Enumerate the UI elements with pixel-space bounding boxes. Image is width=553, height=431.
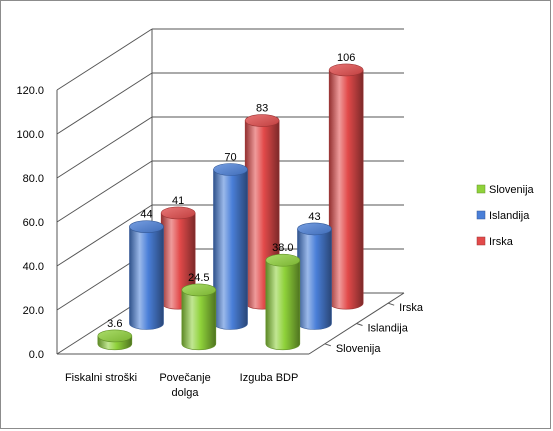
legend-swatch — [476, 236, 486, 246]
gridline-side — [56, 116, 153, 179]
y-tick-label: 20.0 — [23, 305, 44, 317]
data-label: 83 — [256, 103, 268, 115]
cylinder-top — [160, 206, 196, 220]
depth-tick — [324, 343, 331, 347]
depth-label: Islandija — [368, 323, 409, 335]
legend-label: Irska — [489, 236, 514, 248]
category-labels: Fiskalni stroški Povečanje dolga Izguba BDP — [65, 372, 298, 399]
depth-labels: Slovenija Islandija Irska — [324, 302, 424, 355]
y-tick-label: 60.0 — [23, 217, 44, 229]
cylinder-top — [97, 329, 133, 343]
y-tick-label: 80.0 — [23, 173, 44, 185]
y-tick-label: 120.0 — [16, 85, 44, 97]
legend-item-slovenija: Slovenija — [476, 184, 535, 196]
data-label: 106 — [337, 52, 355, 64]
gridline-side — [56, 28, 153, 91]
cylinder-body — [297, 228, 332, 330]
data-label: 3.6 — [107, 318, 122, 330]
bar-irska-1: 41 — [160, 195, 196, 310]
legend-swatch — [476, 184, 486, 194]
category-label-line: dolga — [172, 387, 200, 399]
legend-label: Islandija — [489, 210, 530, 222]
legend-item-islandija: Islandija — [476, 210, 530, 222]
y-tick-label: 40.0 — [23, 261, 44, 273]
depth-label: Irska — [399, 302, 424, 314]
y-tick-label: 100.0 — [16, 129, 44, 141]
depth-tick — [388, 302, 395, 306]
legend-item-irska: Irska — [476, 236, 514, 248]
cylinder-top — [213, 163, 248, 176]
category-label: Fiskalni stroški — [65, 372, 137, 384]
cylinder-top — [297, 222, 332, 236]
cylinder-body — [265, 259, 301, 351]
bar-slovenija-1: 3.6 — [97, 318, 133, 351]
cylinder-body — [181, 289, 217, 351]
cylinder-body — [213, 169, 248, 330]
data-label: 44 — [140, 209, 152, 221]
gridline-side — [56, 160, 153, 223]
cylinder-body — [328, 69, 364, 310]
cylinder-top — [328, 63, 364, 77]
legend-swatch — [476, 210, 486, 220]
category-label: Povečanje dolga — [159, 372, 210, 399]
bar-islandija-2: 70 — [213, 152, 248, 330]
cylinder-top — [129, 220, 164, 233]
category-label-line: Fiskalni stroški — [65, 372, 137, 384]
category-label-line: Izguba BDP — [240, 372, 299, 384]
y-tick-label: 0.0 — [29, 349, 44, 361]
depth-label: Slovenija — [336, 343, 382, 355]
legend: Slovenija Islandija Irska — [476, 184, 535, 248]
gridline-side — [56, 72, 153, 135]
category-label-line: Povečanje — [159, 372, 210, 384]
data-label: 24.5 — [188, 272, 209, 284]
y-axis-ticks: 0.0 20.0 40.0 60.0 80.0 100.0 120.0 — [16, 85, 44, 361]
category-label: Izguba BDP — [240, 372, 299, 384]
cylinder-body — [129, 226, 164, 330]
data-label: 41 — [172, 195, 184, 207]
cylinder-top — [265, 253, 301, 267]
depth-tick — [356, 323, 363, 326]
data-label: 43 — [308, 211, 320, 223]
bars: 41 83 106 44 70 43 3.6 24.5 38.0 — [97, 52, 364, 351]
bar-islandija-3: 43 — [297, 211, 332, 330]
bar-slovenija-3: 38.0 — [265, 242, 301, 351]
bar-slovenija-2: 24.5 — [181, 272, 217, 351]
bar-islandija-1: 44 — [129, 209, 164, 330]
gridline-side — [56, 204, 153, 267]
data-label: 38.0 — [272, 242, 293, 254]
cylinder-top — [181, 283, 217, 297]
cylinder-top — [244, 114, 280, 127]
bar-irska-3: 106 — [328, 52, 364, 310]
legend-label: Slovenija — [489, 184, 535, 196]
data-label: 70 — [224, 152, 236, 164]
